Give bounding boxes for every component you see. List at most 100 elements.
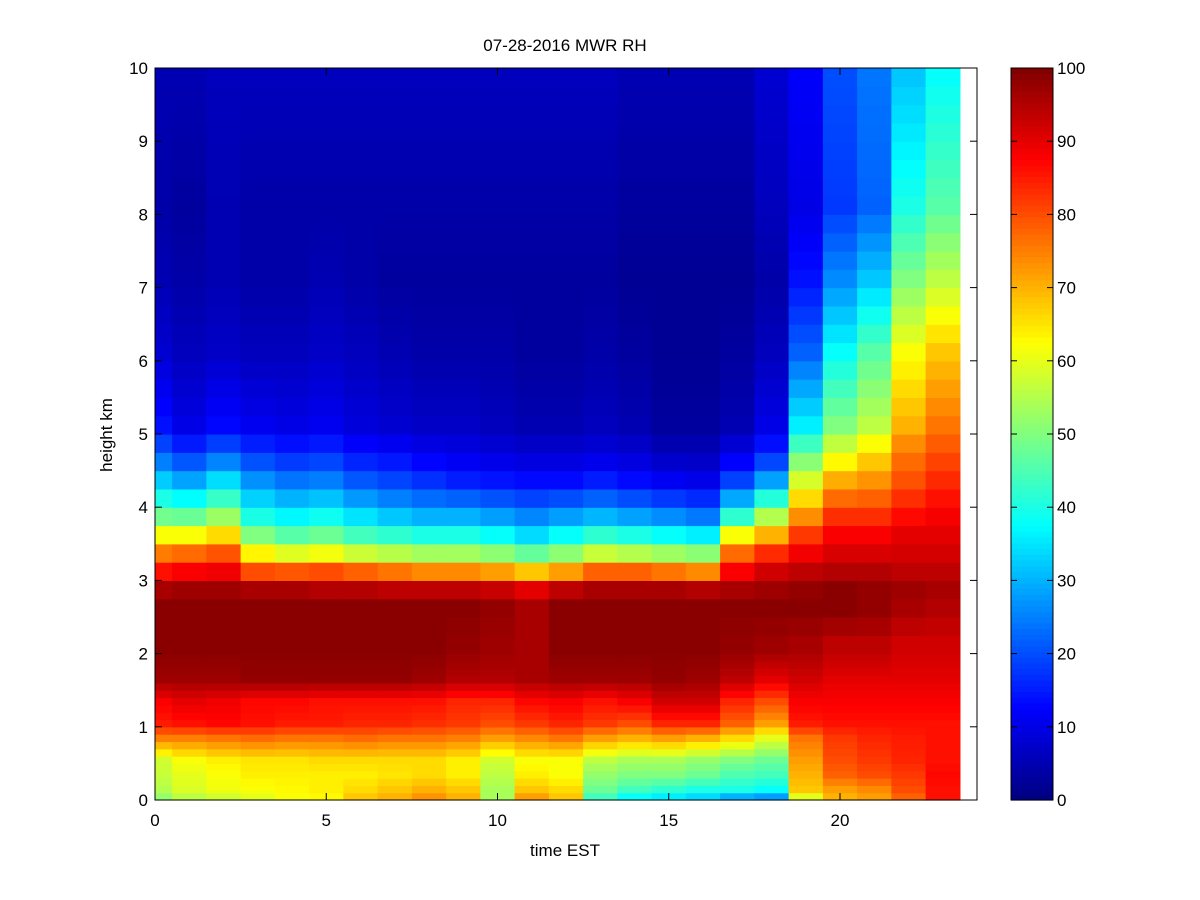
heatmap-cell — [822, 141, 858, 161]
heatmap-cell — [274, 778, 310, 786]
heatmap-cell — [583, 287, 618, 307]
heatmap-cell — [651, 379, 687, 398]
heatmap-cell — [857, 660, 892, 669]
heatmap-cell — [480, 748, 516, 757]
heatmap-cell — [925, 770, 961, 779]
heatmap-cell — [822, 682, 858, 691]
heatmap-cell — [206, 379, 242, 398]
heatmap-cell — [309, 726, 344, 735]
heatmap-cell — [172, 785, 207, 794]
heatmap-cell — [583, 785, 618, 794]
heatmap-cell — [377, 397, 413, 417]
colorbar-step — [1011, 102, 1053, 109]
heatmap-cell — [822, 785, 858, 794]
heatmap-cell — [720, 305, 755, 325]
heatmap-cell — [891, 763, 927, 772]
heatmap-cell — [857, 580, 892, 600]
heatmap-cell — [514, 675, 550, 684]
y-tick-label: 0 — [139, 791, 148, 810]
heatmap-cell — [240, 324, 276, 344]
heatmap-cell — [172, 525, 207, 545]
heatmap-cell — [857, 792, 892, 801]
heatmap-cell — [857, 653, 892, 662]
colorbar-step — [1011, 582, 1053, 590]
heatmap-cell — [754, 635, 790, 655]
heatmap-cell — [343, 617, 379, 636]
heatmap-cell — [548, 452, 584, 472]
heatmap-cell — [651, 159, 687, 179]
heatmap-cell — [754, 251, 790, 270]
heatmap-cell — [548, 434, 584, 453]
colorbar-step — [1011, 90, 1053, 98]
heatmap-cell — [720, 287, 755, 307]
heatmap-cell — [514, 68, 550, 87]
heatmap-cell — [548, 397, 584, 417]
heatmap-cell — [411, 697, 447, 706]
heatmap-cell — [411, 86, 447, 106]
heatmap-cell — [720, 580, 755, 600]
heatmap-cell — [754, 741, 790, 750]
heatmap-cell — [155, 697, 173, 706]
heatmap-cell — [377, 68, 413, 87]
heatmap-cell — [685, 525, 721, 545]
heatmap-cell — [857, 748, 892, 757]
heatmap-cell — [548, 748, 584, 757]
heatmap-cell — [822, 668, 858, 677]
heatmap-cell — [925, 287, 961, 307]
heatmap-cell — [309, 86, 344, 106]
colorbar-axis: 0 10 20 30 40 50 60 70 80 90 100 — [1011, 59, 1085, 810]
heatmap-cell — [155, 719, 173, 728]
heatmap-cell — [548, 785, 584, 794]
heatmap-cell — [309, 653, 344, 662]
heatmap-cell — [822, 177, 858, 197]
heatmap-cell — [446, 269, 481, 289]
heatmap-cell — [155, 159, 173, 179]
x-tick-label: 20 — [831, 811, 850, 830]
heatmap-cell — [206, 697, 242, 706]
heatmap-cell — [240, 488, 276, 508]
heatmap-cell — [548, 196, 584, 215]
heatmap-cell — [155, 617, 173, 636]
heatmap-cell — [891, 104, 927, 124]
heatmap-cell — [548, 778, 584, 786]
heatmap-cell — [583, 756, 618, 764]
heatmap-cell — [206, 287, 242, 307]
colorbar-tick-label: 30 — [1057, 571, 1076, 590]
heatmap-cell — [548, 792, 584, 801]
heatmap-cell — [480, 697, 516, 706]
heatmap-cell — [788, 770, 824, 779]
heatmap-cell — [343, 287, 379, 307]
heatmap-cell — [925, 726, 961, 735]
heatmap-cell — [651, 470, 687, 490]
heatmap-cell — [857, 104, 892, 124]
heatmap-cell — [172, 704, 207, 713]
heatmap-cell — [514, 543, 550, 563]
heatmap-cell — [411, 177, 447, 197]
heatmap-cell — [206, 704, 242, 713]
heatmap-cell — [651, 763, 687, 772]
heatmap-cell — [155, 397, 173, 417]
heatmap-cell — [240, 598, 276, 618]
heatmap-cell — [343, 635, 379, 655]
heatmap-cell — [651, 756, 687, 764]
heatmap-cell — [514, 214, 550, 234]
heatmap-cell — [548, 712, 584, 721]
heatmap-cell — [240, 379, 276, 398]
heatmap-cell — [822, 617, 858, 636]
heatmap-cell — [891, 251, 927, 270]
heatmap-cell — [925, 434, 961, 453]
heatmap-cell — [651, 726, 687, 735]
colorbar-step — [1011, 79, 1053, 86]
heatmap-cell — [480, 763, 516, 772]
heatmap-cell — [274, 324, 310, 344]
heatmap-cell — [720, 763, 755, 772]
heatmap-cell — [480, 741, 516, 750]
heatmap-cell — [240, 741, 276, 750]
heatmap-cell — [857, 763, 892, 772]
heatmap-cell — [685, 785, 721, 794]
heatmap-cell — [274, 196, 310, 215]
colorbar-step — [1011, 691, 1053, 698]
heatmap-cell — [514, 397, 550, 417]
colorbar-step — [1011, 285, 1053, 292]
heatmap-cell — [754, 177, 790, 197]
